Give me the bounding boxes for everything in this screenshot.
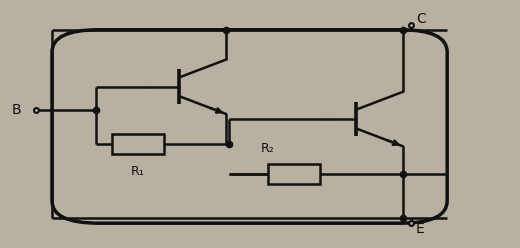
Text: E: E xyxy=(416,222,425,236)
Bar xyxy=(112,134,164,154)
Text: R₂: R₂ xyxy=(261,142,275,155)
Text: B: B xyxy=(12,103,21,117)
Text: C: C xyxy=(416,12,426,26)
Bar xyxy=(268,164,320,184)
Text: R₁: R₁ xyxy=(131,165,145,178)
